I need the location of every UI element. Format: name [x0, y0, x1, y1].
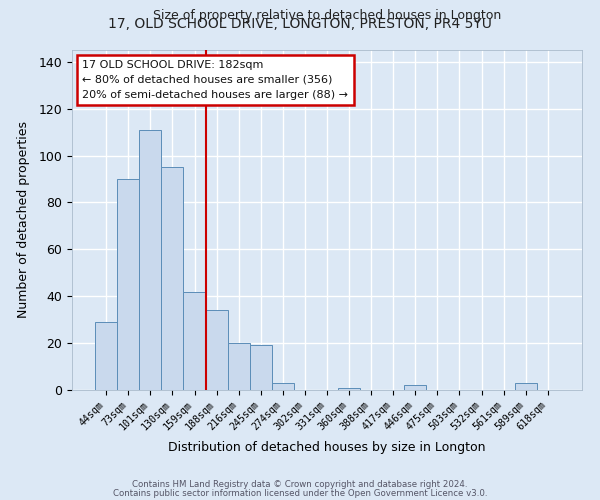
Y-axis label: Number of detached properties: Number of detached properties	[17, 122, 30, 318]
Bar	[117, 179, 139, 390]
Text: 17 OLD SCHOOL DRIVE: 182sqm
← 80% of detached houses are smaller (356)
20% of se: 17 OLD SCHOOL DRIVE: 182sqm ← 80% of det…	[82, 60, 348, 100]
Bar	[404, 386, 427, 390]
Bar	[95, 322, 117, 390]
Bar	[250, 346, 272, 390]
Bar	[161, 167, 184, 390]
Text: Contains HM Land Registry data © Crown copyright and database right 2024.: Contains HM Land Registry data © Crown c…	[132, 480, 468, 489]
Bar	[272, 383, 294, 390]
Bar	[515, 383, 537, 390]
Title: Size of property relative to detached houses in Longton: Size of property relative to detached ho…	[153, 10, 501, 22]
Bar	[206, 310, 227, 390]
Bar	[338, 388, 360, 390]
Bar	[184, 292, 206, 390]
Text: Contains public sector information licensed under the Open Government Licence v3: Contains public sector information licen…	[113, 488, 487, 498]
Bar	[227, 343, 250, 390]
Bar	[139, 130, 161, 390]
Text: 17, OLD SCHOOL DRIVE, LONGTON, PRESTON, PR4 5YU: 17, OLD SCHOOL DRIVE, LONGTON, PRESTON, …	[108, 18, 492, 32]
X-axis label: Distribution of detached houses by size in Longton: Distribution of detached houses by size …	[168, 440, 486, 454]
